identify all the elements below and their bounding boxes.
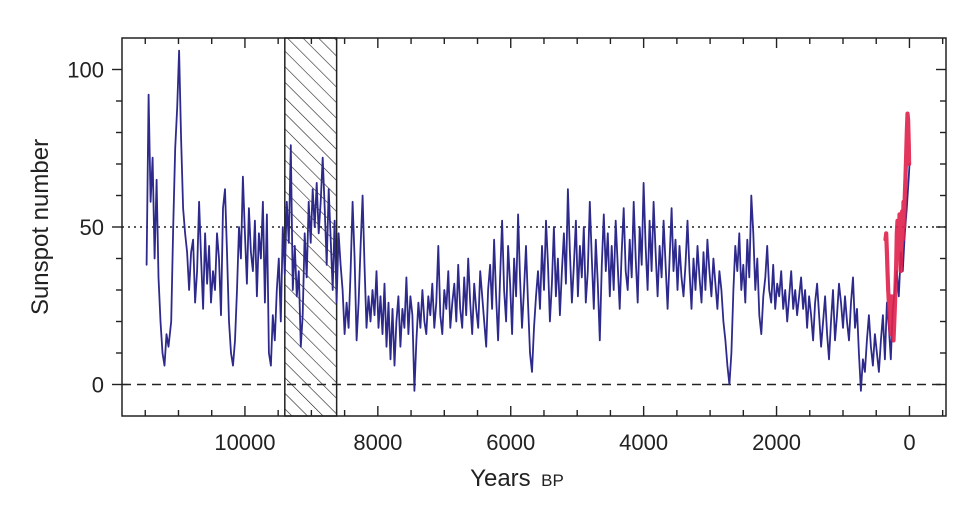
series-line-reconstruction xyxy=(145,49,911,392)
series-line-observed xyxy=(883,111,912,343)
x-tick-label: 10000 xyxy=(214,430,275,455)
x-tick-label: 4000 xyxy=(619,430,668,455)
y-axis-title: Sunspot number xyxy=(27,139,54,315)
x-tick-label: 0 xyxy=(903,430,915,455)
x-axis-title-main: Years xyxy=(470,465,531,492)
reference-lines xyxy=(122,226,946,386)
x-tick-label: 2000 xyxy=(752,430,801,455)
y-tick-label: 0 xyxy=(92,373,104,398)
y-tick-labels: 0 50 100 xyxy=(67,58,104,398)
x-tick-labels: 10000 8000 6000 4000 2000 0 xyxy=(214,430,915,455)
x-axis-title: Years BP xyxy=(470,465,564,492)
axis-ticks xyxy=(112,38,946,416)
x-axis-title-unit: BP xyxy=(541,471,564,490)
y-tick-label: 100 xyxy=(67,58,104,83)
series-layer xyxy=(145,49,912,392)
x-tick-label: 6000 xyxy=(486,430,535,455)
y-tick-label: 50 xyxy=(80,215,104,240)
plot-background xyxy=(122,38,946,416)
x-tick-label: 8000 xyxy=(353,430,402,455)
